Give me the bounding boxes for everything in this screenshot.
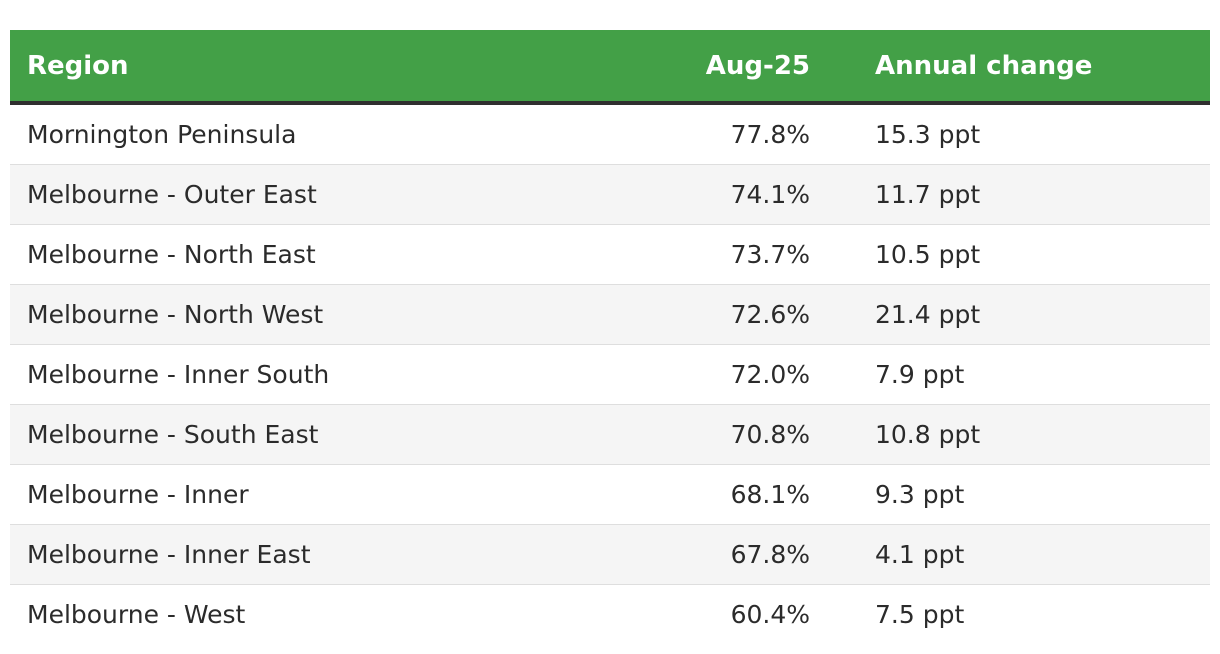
- cell-region: Melbourne - North West: [10, 284, 616, 345]
- header-row: Region Aug-25 Annual change: [10, 30, 1210, 105]
- cell-change: 7.5 ppt: [875, 600, 965, 629]
- table-row: Melbourne - South East 70.8% 10.8 ppt: [10, 404, 1210, 465]
- cell-change: 10.5 ppt: [810, 224, 1210, 285]
- table-row: Melbourne - West 60.4% 7.5 ppt: [10, 584, 1210, 644]
- cell-value: 67.8%: [616, 524, 810, 585]
- cell-region: Melbourne - Outer East: [10, 164, 616, 225]
- header-change: Annual change: [810, 30, 1210, 105]
- header-region: Region: [10, 30, 616, 105]
- table-row: Melbourne - North East 73.7% 10.5 ppt: [10, 224, 1210, 285]
- cell-change: 9.3 ppt: [810, 464, 1210, 525]
- cell-value: 70.8%: [616, 404, 810, 465]
- cell-value: 68.1%: [616, 464, 810, 525]
- cell-change: 15.3 ppt: [810, 103, 1210, 165]
- cell-value: 74.1%: [616, 164, 810, 225]
- cell-region: Melbourne - Inner South: [10, 344, 616, 405]
- cell-region: Melbourne - West: [27, 600, 246, 629]
- header-value: Aug-25: [616, 30, 810, 105]
- table-row: Melbourne - North West 72.6% 21.4 ppt: [10, 284, 1210, 345]
- cell-region: Melbourne - South East: [10, 404, 616, 465]
- cell-region: Melbourne - North East: [10, 224, 616, 285]
- cell-region: Melbourne - Inner: [10, 464, 616, 525]
- cell-value: 77.8%: [616, 103, 810, 165]
- table-row: Melbourne - Inner East 67.8% 4.1 ppt: [10, 524, 1210, 585]
- cell-change: 7.9 ppt: [810, 344, 1210, 405]
- cell-change: 11.7 ppt: [810, 164, 1210, 225]
- region-table: Region Aug-25 Annual change Mornington P…: [10, 30, 1210, 644]
- table-header: Region Aug-25 Annual change: [10, 30, 1210, 105]
- cell-change: 21.4 ppt: [810, 284, 1210, 345]
- table-row: Melbourne - Inner South 72.0% 7.9 ppt: [10, 344, 1210, 405]
- cell-change: 10.8 ppt: [810, 404, 1210, 465]
- cell-change: 4.1 ppt: [810, 524, 1210, 585]
- cell-region: Melbourne - Inner East: [10, 524, 616, 585]
- cell-region: Mornington Peninsula: [10, 103, 616, 165]
- table-row: Melbourne - Outer East 74.1% 11.7 ppt: [10, 164, 1210, 225]
- cell-value: 60.4%: [730, 600, 810, 629]
- cell-value: 72.6%: [616, 284, 810, 345]
- cell-value: 72.0%: [616, 344, 810, 405]
- table-row: Mornington Peninsula 77.8% 15.3 ppt: [10, 103, 1210, 165]
- cell-value: 73.7%: [616, 224, 810, 285]
- table-row: Melbourne - Inner 68.1% 9.3 ppt: [10, 464, 1210, 525]
- table-body: Mornington Peninsula 77.8% 15.3 ppt Melb…: [10, 103, 1210, 644]
- region-table-container: Region Aug-25 Annual change Mornington P…: [10, 30, 1210, 644]
